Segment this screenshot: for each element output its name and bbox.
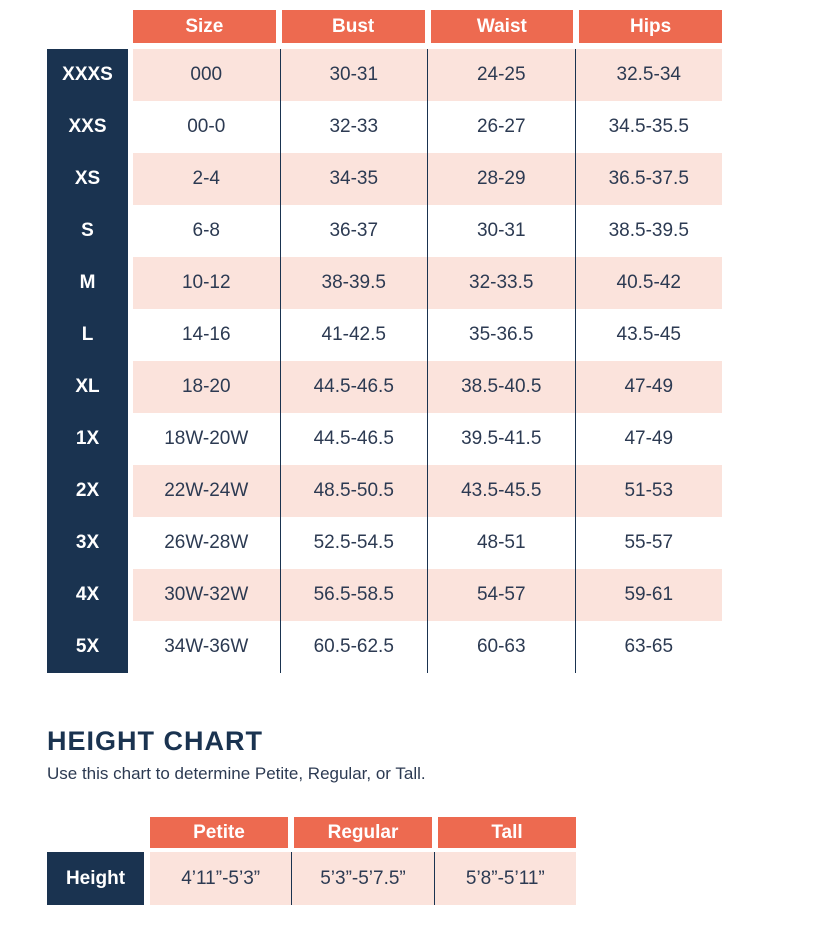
size-cell-hips: 47-49 xyxy=(574,361,723,413)
size-cell-hips: 38.5-39.5 xyxy=(574,205,723,257)
size-cell-bust: 44.5-46.5 xyxy=(279,413,428,465)
size-table-row: 18W-20W 44.5-46.5 39.5-41.5 47-49 xyxy=(133,413,722,465)
size-cell-size: 000 xyxy=(190,64,223,85)
size-row-label: 2X xyxy=(75,480,100,501)
size-row-labels: XXXS XXS XS S M L XL 1X 2X 3X 4X 5X xyxy=(47,49,128,673)
size-cell-bust: 32-33 xyxy=(279,101,428,153)
height-chart-body: Height 4’11”-5’3” 5’3”-5’7.5” 5’8”-5’11” xyxy=(47,852,828,905)
size-cell-hips: 63-65 xyxy=(574,621,723,673)
size-chart-table: Size Bust Waist Hips XXXS XXS XS S M L XL 1X 2X 3… xyxy=(47,0,722,673)
size-row-label: XXXS xyxy=(62,64,113,85)
size-cell-bust: 30-31 xyxy=(279,49,428,101)
size-cell-bust: 48.5-50.5 xyxy=(279,465,428,517)
height-chart-section: HEIGHT CHART Use this chart to determine… xyxy=(47,725,828,905)
size-cell-hips: 36.5-37.5 xyxy=(574,153,723,205)
size-cell-size: 00-0 xyxy=(187,116,226,137)
height-chart-table: Petite Regular Tall Height 4’11”-5’3” 5’… xyxy=(47,817,828,905)
size-row-label: 5X xyxy=(75,636,100,657)
size-cell-waist: 38.5-40.5 xyxy=(427,361,575,413)
size-table-row: 10-12 38-39.5 32-33.5 40.5-42 xyxy=(133,257,722,309)
size-cell-size: 10-12 xyxy=(181,272,231,293)
size-row-label: 4X xyxy=(75,584,100,605)
size-cell-size: 22W-24W xyxy=(164,480,249,501)
size-cell-hips: 55-57 xyxy=(574,517,723,569)
size-cell-size: 2-4 xyxy=(192,168,220,189)
size-cell-bust: 36-37 xyxy=(279,205,428,257)
size-cell-size: 18-20 xyxy=(181,376,231,397)
size-cell-bust: 44.5-46.5 xyxy=(279,361,428,413)
size-row-label: L xyxy=(81,324,94,345)
size-cell-waist: 43.5-45.5 xyxy=(427,465,575,517)
size-cell-waist: 26-27 xyxy=(427,101,575,153)
size-cell-hips: 34.5-35.5 xyxy=(574,101,723,153)
column-header-regular: Regular xyxy=(294,817,432,848)
size-cell-size: 18W-20W xyxy=(164,428,249,449)
size-cell-waist: 39.5-41.5 xyxy=(427,413,575,465)
size-cell-waist: 60-63 xyxy=(427,621,575,673)
column-header-bust: Bust xyxy=(281,10,425,43)
size-cell-waist: 32-33.5 xyxy=(427,257,575,309)
height-value-regular: 5’3”-5’7.5” xyxy=(291,852,433,905)
size-table-row: 34W-36W 60.5-62.5 60-63 63-65 xyxy=(133,621,722,673)
height-row-label: Height xyxy=(47,852,144,905)
size-row-label: XS xyxy=(74,168,101,189)
size-row-label: 1X xyxy=(75,428,100,449)
size-cell-size: 14-16 xyxy=(181,324,231,345)
column-header-petite: Petite xyxy=(150,817,288,848)
column-header-hips: Hips xyxy=(579,10,722,43)
size-cell-bust: 41-42.5 xyxy=(279,309,428,361)
size-row-label: 3X xyxy=(75,532,100,553)
size-row-label: XXS xyxy=(68,116,107,137)
size-table-row: 2-4 34-35 28-29 36.5-37.5 xyxy=(133,153,722,205)
height-chart-header-row: Petite Regular Tall xyxy=(150,817,576,848)
size-table-row: 18-20 44.5-46.5 38.5-40.5 47-49 xyxy=(133,361,722,413)
size-rows: 000 30-31 24-25 32.5-34 00-0 32-33 26-27 34.5-3… xyxy=(133,49,722,673)
size-cell-bust: 56.5-58.5 xyxy=(279,569,428,621)
height-row: 4’11”-5’3” 5’3”-5’7.5” 5’8”-5’11” xyxy=(150,852,576,905)
size-cell-waist: 54-57 xyxy=(427,569,575,621)
size-chart-body: XXXS XXS XS S M L XL 1X 2X 3X 4X 5X 000 30-31 24-25 32… xyxy=(47,49,722,673)
size-cell-waist: 24-25 xyxy=(427,49,575,101)
size-table-row: 00-0 32-33 26-27 34.5-35.5 xyxy=(133,101,722,153)
size-cell-waist: 48-51 xyxy=(427,517,575,569)
size-cell-hips: 32.5-34 xyxy=(574,49,723,101)
column-header-tall: Tall xyxy=(438,817,576,848)
size-table-row: 30W-32W 56.5-58.5 54-57 59-61 xyxy=(133,569,722,621)
size-cell-hips: 40.5-42 xyxy=(574,257,723,309)
column-header-waist: Waist xyxy=(430,10,574,43)
height-chart-subtitle: Use this chart to determine Petite, Regu… xyxy=(47,764,426,783)
size-cell-size: 34W-36W xyxy=(164,636,249,657)
size-row-label: XL xyxy=(75,376,100,397)
height-chart-title: HEIGHT CHART xyxy=(47,726,263,756)
size-cell-hips: 51-53 xyxy=(574,465,723,517)
size-table-row: 26W-28W 52.5-54.5 48-51 55-57 xyxy=(133,517,722,569)
size-cell-waist: 35-36.5 xyxy=(427,309,575,361)
size-cell-bust: 60.5-62.5 xyxy=(279,621,428,673)
size-cell-size: 30W-32W xyxy=(164,584,249,605)
size-table-row: 22W-24W 48.5-50.5 43.5-45.5 51-53 xyxy=(133,465,722,517)
size-cell-hips: 59-61 xyxy=(574,569,723,621)
size-cell-bust: 34-35 xyxy=(279,153,428,205)
size-cell-waist: 30-31 xyxy=(427,205,575,257)
size-table-row: 14-16 41-42.5 35-36.5 43.5-45 xyxy=(133,309,722,361)
size-cell-size: 6-8 xyxy=(192,220,220,241)
size-table-row: 6-8 36-37 30-31 38.5-39.5 xyxy=(133,205,722,257)
size-cell-hips: 47-49 xyxy=(574,413,723,465)
column-header-size: Size xyxy=(133,10,276,43)
size-table-row: 000 30-31 24-25 32.5-34 xyxy=(133,49,722,101)
size-cell-bust: 52.5-54.5 xyxy=(279,517,428,569)
size-cell-size: 26W-28W xyxy=(164,532,249,553)
size-chart-header-row: Size Bust Waist Hips xyxy=(133,10,722,43)
size-row-label: S xyxy=(81,220,94,241)
size-cell-bust: 38-39.5 xyxy=(279,257,428,309)
size-row-label: M xyxy=(79,272,96,293)
size-cell-waist: 28-29 xyxy=(427,153,575,205)
size-cell-hips: 43.5-45 xyxy=(574,309,723,361)
height-value-tall: 5’8”-5’11” xyxy=(433,852,576,905)
height-value-petite: 4’11”-5’3” xyxy=(181,867,261,889)
